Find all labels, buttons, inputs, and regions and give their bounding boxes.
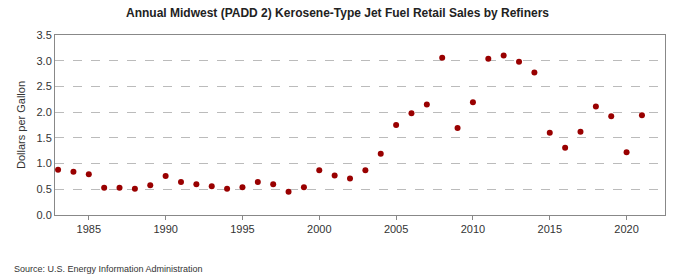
svg-text:2010: 2010 — [461, 223, 485, 235]
svg-text:1995: 1995 — [230, 223, 254, 235]
svg-text:1.5: 1.5 — [37, 132, 52, 144]
svg-text:3.5: 3.5 — [37, 29, 52, 41]
svg-text:Dollars per Gallon: Dollars per Gallon — [15, 81, 27, 169]
svg-text:2000: 2000 — [307, 223, 331, 235]
svg-text:Annual Midwest (PADD 2) Kerose: Annual Midwest (PADD 2) Kerosene-Type Je… — [126, 6, 549, 20]
svg-text:2015: 2015 — [538, 223, 562, 235]
svg-text:1990: 1990 — [153, 223, 177, 235]
svg-text:0.5: 0.5 — [37, 183, 52, 195]
svg-text:1985: 1985 — [77, 223, 101, 235]
svg-text:2.5: 2.5 — [37, 80, 52, 92]
svg-text:0.0: 0.0 — [37, 209, 52, 221]
svg-text:2005: 2005 — [384, 223, 408, 235]
svg-text:2.0: 2.0 — [37, 106, 52, 118]
svg-text:3.0: 3.0 — [37, 55, 52, 67]
svg-text:1.0: 1.0 — [37, 157, 52, 169]
svg-text:Source: U.S. Energy Informatio: Source: U.S. Energy Information Administ… — [14, 264, 203, 274]
svg-text:2020: 2020 — [614, 223, 638, 235]
